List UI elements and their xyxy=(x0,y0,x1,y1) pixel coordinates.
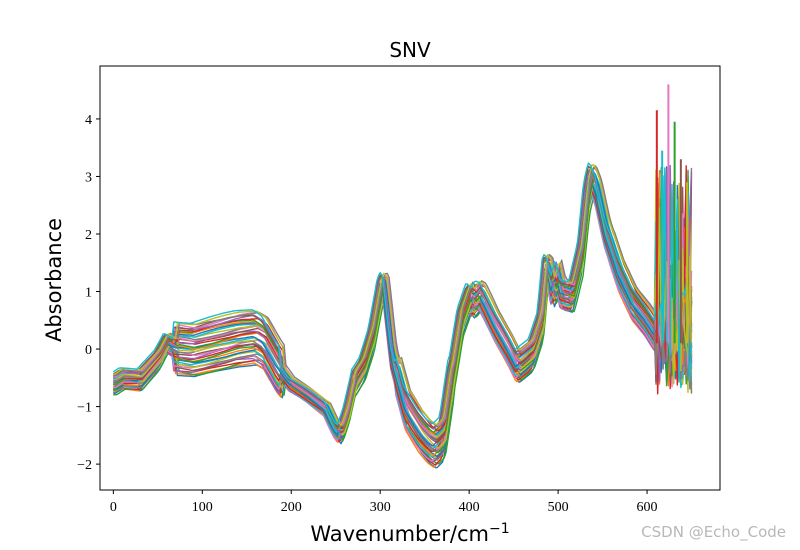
x-axis-label-text: Wavenumber/cm xyxy=(310,522,489,546)
x-tick-label: 600 xyxy=(637,500,658,515)
y-tick-label: 1 xyxy=(85,286,92,301)
spectrum-series-line xyxy=(112,162,693,426)
axis-ticks-group: 0 100 200 300 400 500 600 −2 −1 0 1 2 3 4 xyxy=(77,113,657,515)
spectrum-series-line xyxy=(113,164,693,427)
chart-title: SNV xyxy=(389,38,431,62)
x-axis-label: Wavenumber/cm−1 xyxy=(310,521,509,546)
x-tick-label: 0 xyxy=(110,500,117,515)
spectrum-series-line xyxy=(112,188,693,458)
x-tick-label: 100 xyxy=(192,500,213,515)
x-tick-label: 400 xyxy=(459,500,480,515)
series-lines-group xyxy=(112,84,693,469)
spectrum-series-line xyxy=(112,185,693,453)
x-axis-label-superscript: −1 xyxy=(489,521,510,537)
x-tick-label: 200 xyxy=(281,500,302,515)
y-tick-label: 3 xyxy=(85,170,92,185)
y-tick-label: 2 xyxy=(85,228,92,243)
x-tick-label: 500 xyxy=(548,500,569,515)
y-tick-label: −1 xyxy=(77,401,92,416)
x-tick-label: 300 xyxy=(370,500,391,515)
watermark-text: CSDN @Echo_Code xyxy=(641,523,786,541)
plot-frame xyxy=(99,65,721,491)
y-tick-label: 0 xyxy=(85,343,92,358)
y-tick-label: −2 xyxy=(77,458,92,473)
y-axis-label: Absorbance xyxy=(42,218,66,342)
y-tick-label: 4 xyxy=(85,113,92,128)
